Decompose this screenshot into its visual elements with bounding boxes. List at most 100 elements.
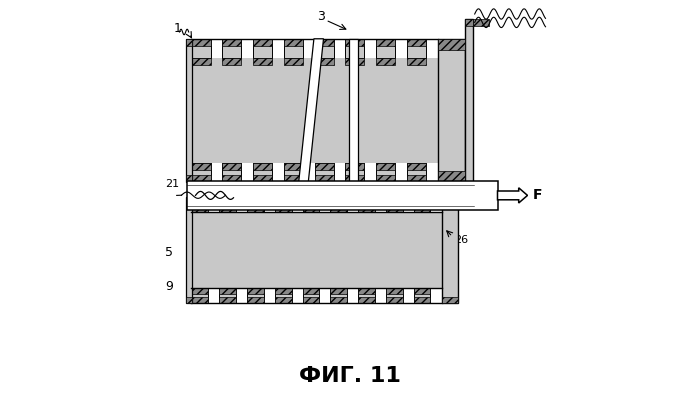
Bar xyxy=(331,206,347,212)
Bar xyxy=(407,58,426,65)
Circle shape xyxy=(322,203,328,209)
Bar xyxy=(414,197,431,203)
Bar xyxy=(187,181,498,210)
Bar xyxy=(253,163,272,182)
Circle shape xyxy=(350,203,355,209)
Bar xyxy=(331,197,347,212)
Circle shape xyxy=(377,203,383,209)
Text: ФИГ. 11: ФИГ. 11 xyxy=(298,366,401,386)
Bar xyxy=(192,39,210,58)
Bar xyxy=(386,206,403,212)
Bar xyxy=(219,206,236,212)
Bar xyxy=(358,197,375,212)
Bar xyxy=(253,39,272,58)
Bar xyxy=(438,39,465,182)
Bar xyxy=(247,197,264,212)
Bar xyxy=(358,206,375,212)
Bar xyxy=(192,212,442,288)
Bar xyxy=(284,58,303,65)
Bar xyxy=(275,288,291,303)
Bar xyxy=(284,39,303,46)
Bar xyxy=(247,197,264,203)
Bar xyxy=(315,163,333,182)
Bar xyxy=(407,163,426,182)
Bar xyxy=(187,197,192,303)
Bar xyxy=(407,175,426,182)
Bar xyxy=(187,39,192,46)
Bar xyxy=(253,39,272,46)
Bar xyxy=(465,19,473,200)
Bar xyxy=(253,175,272,182)
Bar xyxy=(247,288,264,294)
Bar xyxy=(414,297,431,303)
Bar xyxy=(219,288,236,294)
Bar xyxy=(303,206,319,212)
Text: 26: 26 xyxy=(454,235,468,245)
Bar xyxy=(386,288,403,294)
Bar xyxy=(358,197,375,203)
Bar xyxy=(275,197,291,212)
Bar xyxy=(222,175,241,182)
Bar xyxy=(465,193,473,200)
Bar xyxy=(331,288,347,294)
Bar xyxy=(303,197,319,203)
Bar xyxy=(414,206,431,212)
Bar xyxy=(386,197,403,203)
Bar xyxy=(253,163,272,170)
Text: 9: 9 xyxy=(165,280,173,293)
Bar xyxy=(192,163,210,170)
Bar xyxy=(303,288,319,303)
Bar xyxy=(376,163,395,182)
Text: 1: 1 xyxy=(173,22,182,35)
Bar xyxy=(315,163,333,170)
Bar xyxy=(331,197,347,203)
Bar xyxy=(386,297,403,303)
Bar xyxy=(345,163,364,182)
Bar xyxy=(473,19,489,26)
Circle shape xyxy=(239,203,244,209)
Bar xyxy=(315,39,333,46)
Bar xyxy=(414,288,431,303)
Bar xyxy=(192,58,210,65)
Text: F: F xyxy=(533,188,542,202)
Bar xyxy=(192,206,208,212)
Bar xyxy=(275,206,291,212)
Bar xyxy=(222,39,241,58)
Bar xyxy=(438,39,465,50)
Bar xyxy=(192,58,438,163)
Bar xyxy=(473,193,489,200)
Bar xyxy=(442,297,458,303)
Bar xyxy=(192,39,210,46)
Bar xyxy=(358,297,375,303)
Bar xyxy=(187,175,192,182)
Bar xyxy=(376,175,395,182)
Bar xyxy=(275,197,291,203)
Bar xyxy=(192,297,208,303)
Bar xyxy=(219,197,236,212)
Bar xyxy=(315,175,333,182)
Bar xyxy=(284,39,303,58)
Bar xyxy=(303,288,319,294)
Bar xyxy=(442,197,458,303)
Bar xyxy=(345,39,364,46)
Bar xyxy=(192,197,208,212)
Bar xyxy=(414,288,431,294)
Bar xyxy=(438,171,465,182)
Bar xyxy=(358,288,375,303)
Text: 3: 3 xyxy=(317,10,326,22)
Bar xyxy=(465,19,473,26)
Circle shape xyxy=(433,203,439,209)
Circle shape xyxy=(405,203,411,209)
Bar xyxy=(192,163,210,182)
Bar xyxy=(376,58,395,65)
Bar xyxy=(275,297,291,303)
Bar xyxy=(376,39,395,46)
Bar xyxy=(187,297,192,303)
Bar xyxy=(284,175,303,182)
Bar xyxy=(345,163,364,170)
Bar xyxy=(219,288,236,303)
Text: 21: 21 xyxy=(165,179,180,189)
Bar xyxy=(386,197,403,212)
Bar xyxy=(345,39,364,58)
Polygon shape xyxy=(298,39,324,182)
